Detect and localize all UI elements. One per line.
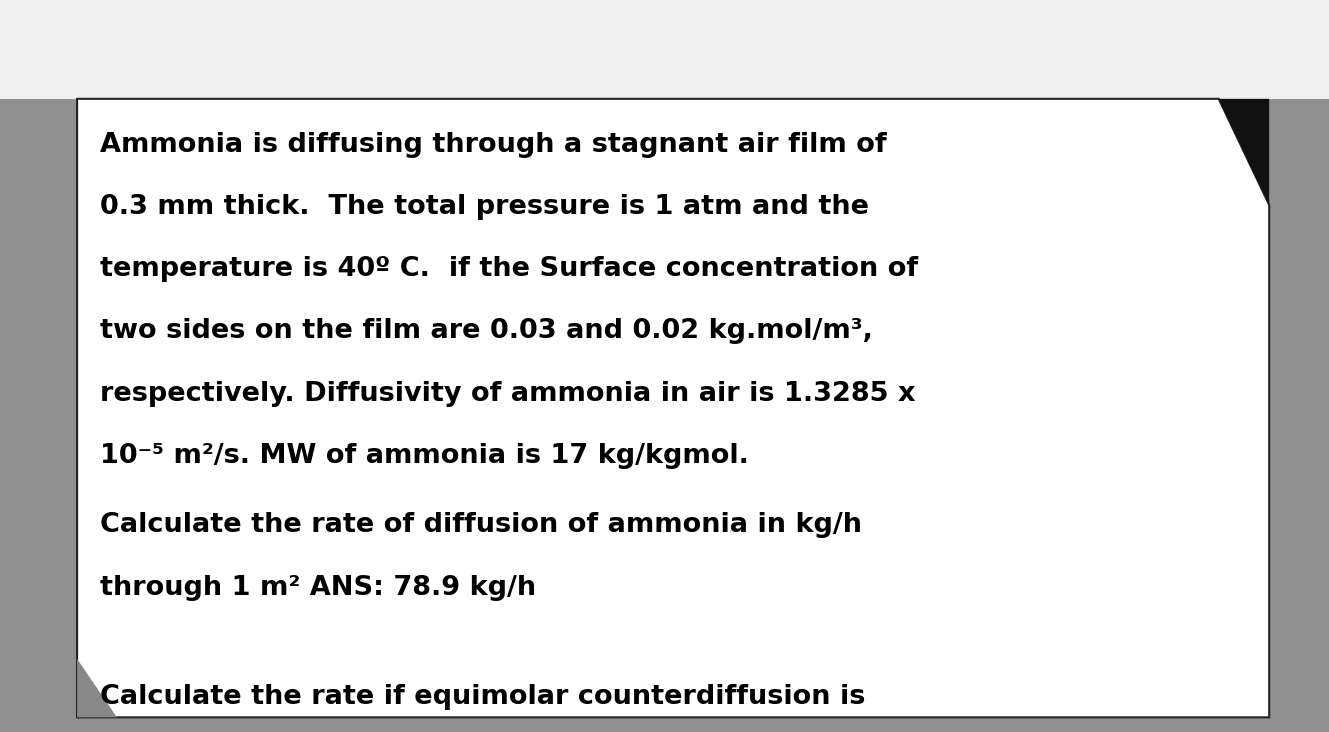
Polygon shape xyxy=(1269,205,1329,717)
Text: 0.3 mm thick.  The total pressure is 1 atm and the: 0.3 mm thick. The total pressure is 1 at… xyxy=(100,194,869,220)
Text: temperature is 40º C.  if the Surface concentration of: temperature is 40º C. if the Surface con… xyxy=(100,256,918,283)
Polygon shape xyxy=(77,99,1269,717)
Text: through 1 m² ANS: 78.9 kg/h: through 1 m² ANS: 78.9 kg/h xyxy=(100,575,536,601)
Text: Ammonia is diffusing through a stagnant air film of: Ammonia is diffusing through a stagnant … xyxy=(100,132,886,158)
Bar xyxy=(0,0,1329,99)
Text: two sides on the film are 0.03 and 0.02 kg.mol/m³,: two sides on the film are 0.03 and 0.02 … xyxy=(100,318,873,345)
Text: 10⁻⁵ m²/s. MW of ammonia is 17 kg/kgmol.: 10⁻⁵ m²/s. MW of ammonia is 17 kg/kgmol. xyxy=(100,443,748,469)
Text: respectively. Diffusivity of ammonia in air is 1.3285 x: respectively. Diffusivity of ammonia in … xyxy=(100,381,916,407)
Polygon shape xyxy=(77,659,117,717)
Polygon shape xyxy=(1219,99,1269,205)
Text: Calculate the rate if equimolar counterdiffusion is: Calculate the rate if equimolar counterd… xyxy=(100,684,865,711)
Text: Calculate the rate of diffusion of ammonia in kg/h: Calculate the rate of diffusion of ammon… xyxy=(100,512,861,539)
